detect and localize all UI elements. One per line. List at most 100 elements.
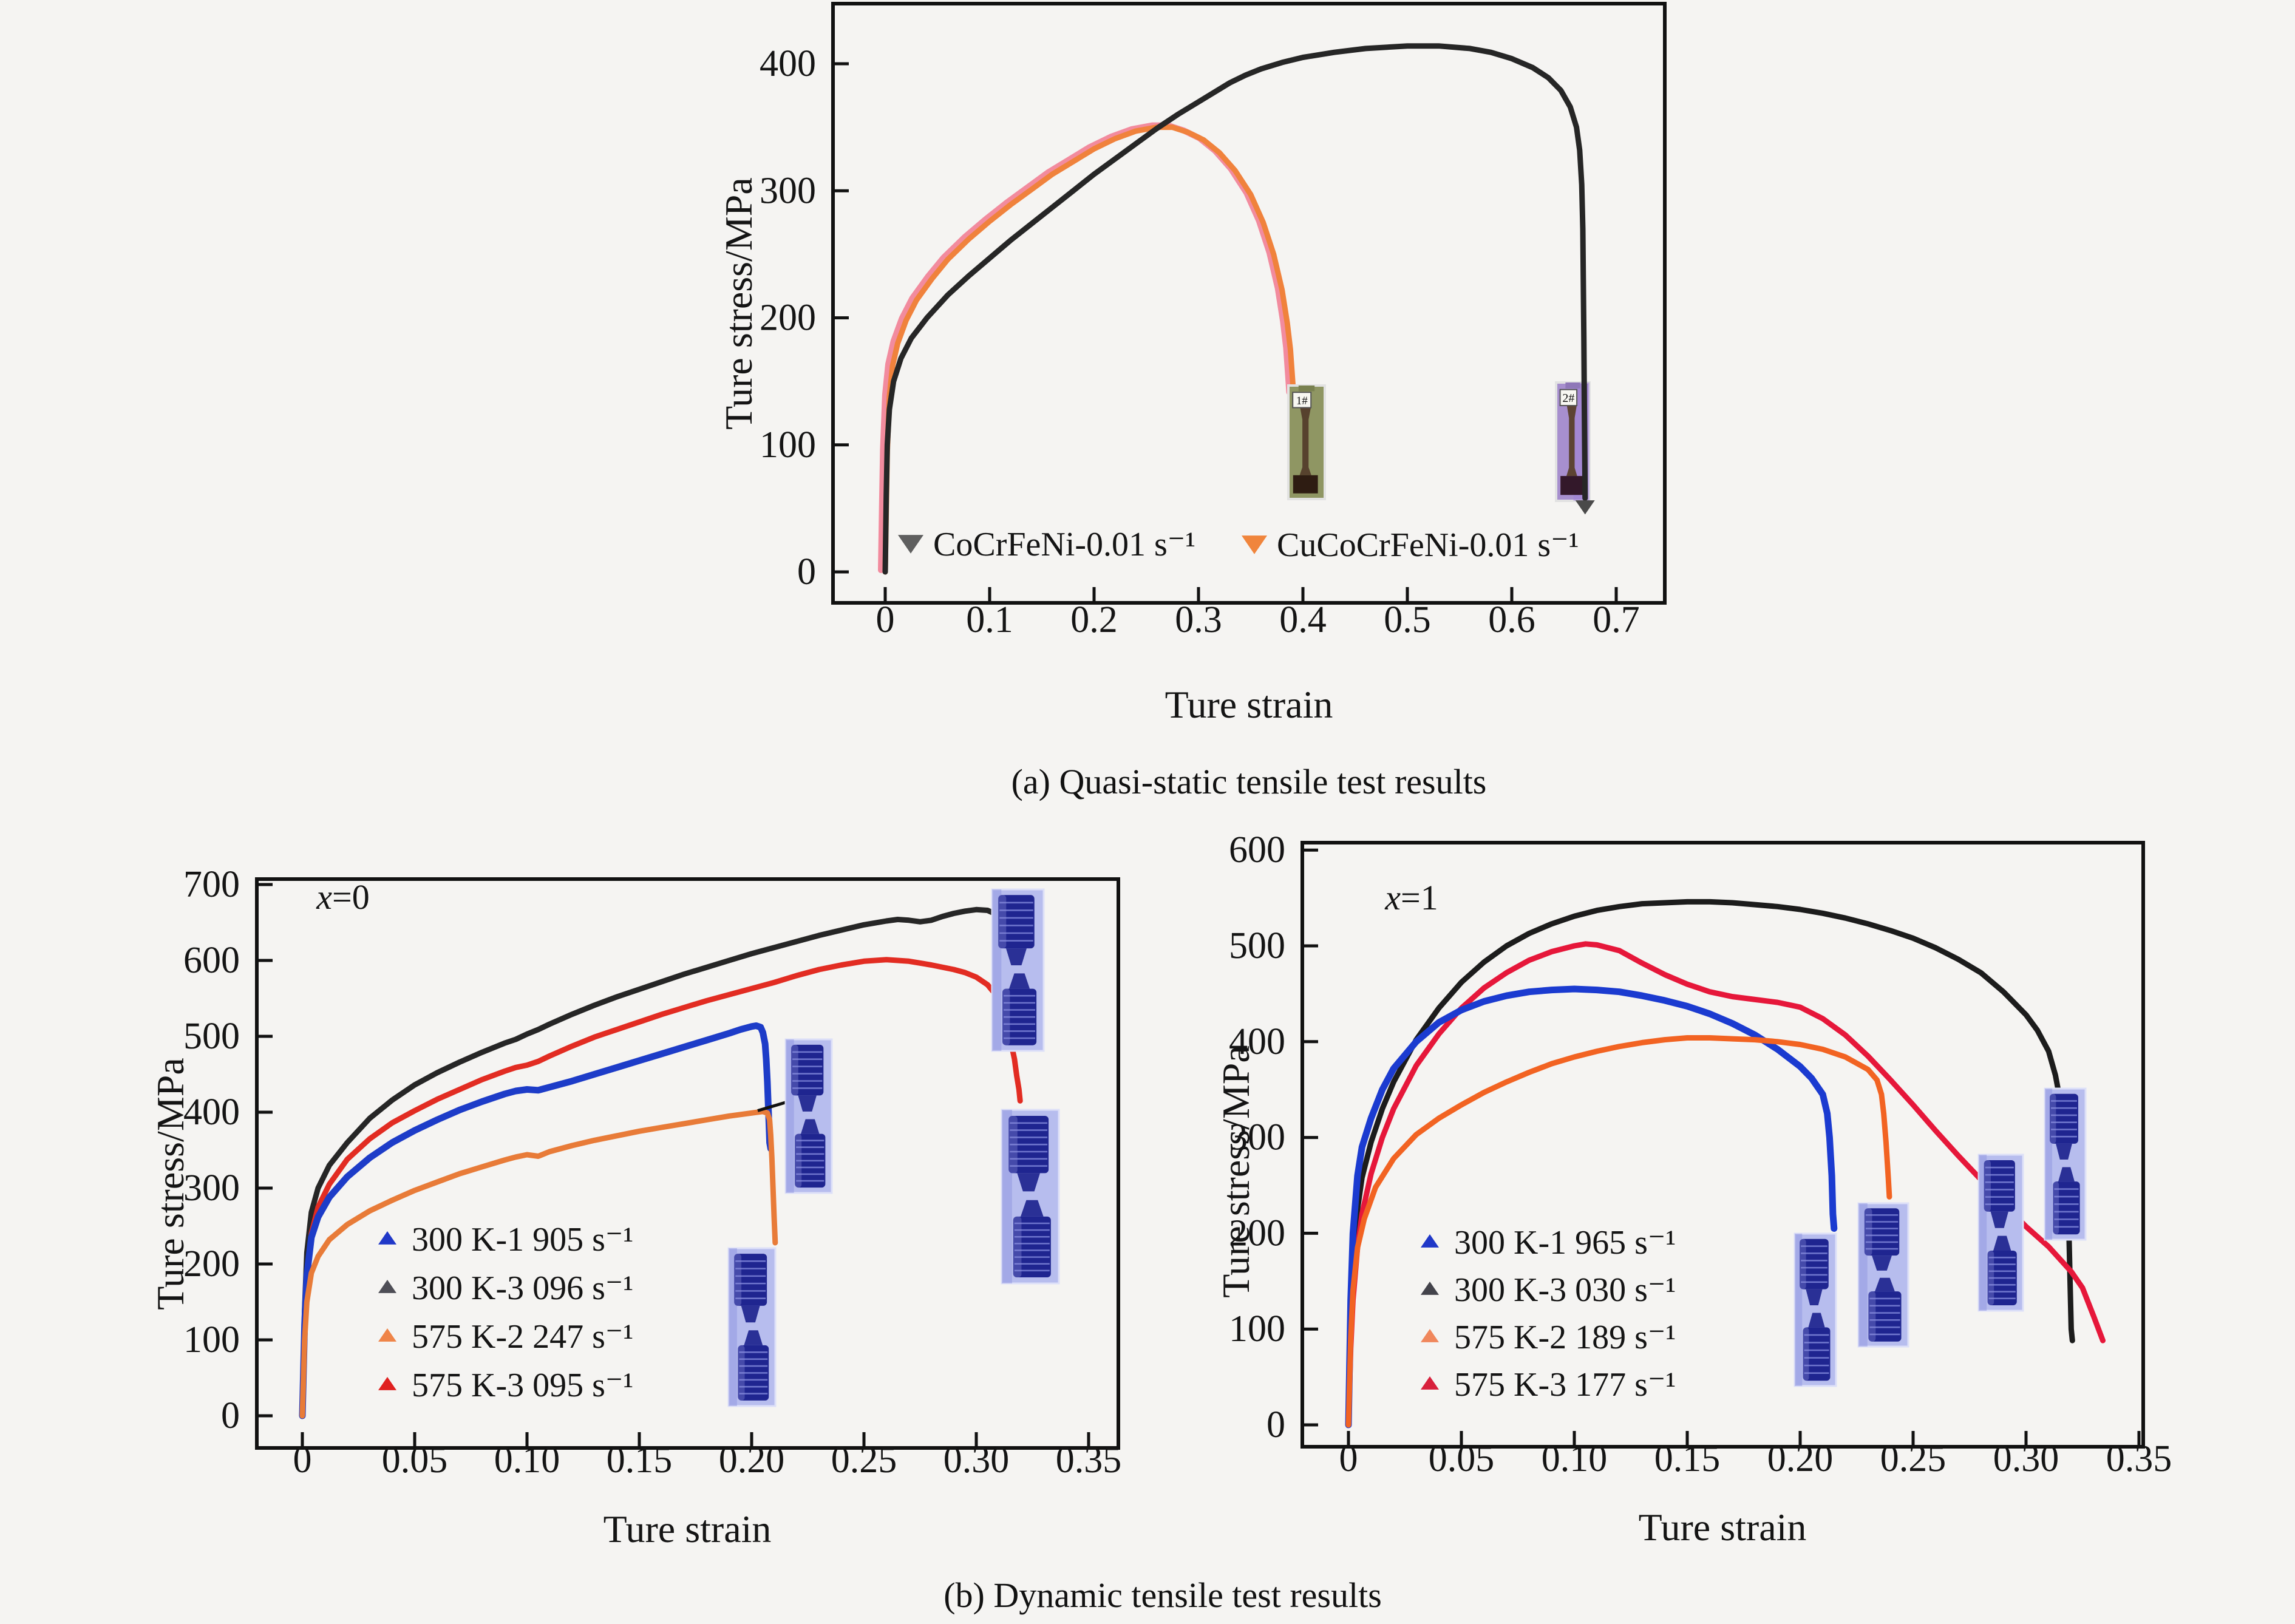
legend: CoCrFeNi-0.01 s⁻¹ CuCoCrFeNi-0.01 s⁻¹ xyxy=(898,526,1579,564)
legend-label: CuCoCrFeNi-0.01 s⁻¹ xyxy=(1277,526,1579,564)
x-tick-label: 0 xyxy=(1339,1438,1358,1480)
y-axis-title: Ture stress/MPa xyxy=(1214,1045,1257,1297)
series-300-k-3-096-s- xyxy=(299,906,1006,1419)
x-tick-label: 0.15 xyxy=(607,1439,673,1481)
y-tick-label: 500 xyxy=(183,1016,240,1057)
legend-marker-up-triangle-icon xyxy=(1421,1234,1439,1248)
axes-frame xyxy=(1300,841,2145,1449)
inset-specimen-photo xyxy=(1977,1153,2024,1312)
x-axis-title: Ture strain xyxy=(1639,1506,1807,1549)
y-axis: 0 100 200 300 400 Ture stress/MPa xyxy=(717,43,849,593)
chart-dynamic-x1: 0 0.05 0.10 0.15 0.20 0.25 0.30 0.35 Ture strain… xyxy=(1214,829,2172,1549)
series-300-k-1-965-s- xyxy=(1345,985,1838,1429)
x-tick-label: 0.05 xyxy=(382,1439,448,1481)
caption-dynamic: (b) Dynamic tensile test results xyxy=(943,1575,1382,1615)
y-tick-label: 300 xyxy=(760,170,816,211)
inset-specimen-photo xyxy=(991,888,1045,1052)
y-tick-label: 0 xyxy=(797,551,816,593)
series-cocrfeni-0-01-s- xyxy=(882,43,1595,575)
axes-frame xyxy=(255,877,1120,1450)
x-axis-title: Ture strain xyxy=(604,1507,772,1551)
y-axis: 0 100 200 300 400 500 600 Ture stress/MPa xyxy=(1214,829,1318,1446)
y-tick-label: 0 xyxy=(1266,1404,1285,1446)
x-tick-label: 0.35 xyxy=(1056,1439,1122,1481)
y-tick-label: 600 xyxy=(183,940,240,981)
y-tick-label: 100 xyxy=(1229,1308,1285,1350)
axes-frame xyxy=(831,2,1667,605)
y-tick-label: 500 xyxy=(1229,925,1285,967)
y-tick-label: 600 xyxy=(1229,829,1285,871)
x-tick-label: 0.6 xyxy=(1488,599,1535,640)
y-tick-label: 200 xyxy=(1229,1212,1285,1254)
inset-specimen-photo: 1# xyxy=(1287,384,1326,500)
x-tick-label: 0.2 xyxy=(1070,599,1118,640)
inset-specimen-photo xyxy=(1001,1109,1060,1285)
chart-quasi-static: 0 0.1 0.2 0.3 0.4 0.5 0.6 0.7 Ture strain 0 100 200… xyxy=(717,2,1667,726)
x-axis: 0 0.05 0.10 0.15 0.20 0.25 0.30 0.35 Ture strain xyxy=(1339,1431,2172,1549)
series-575-k-3-095-s- xyxy=(299,957,1023,1419)
inset-specimen-label: 1# xyxy=(1296,395,1308,407)
x-tick-label: 0.7 xyxy=(1593,599,1640,640)
x-tick-label: 0.5 xyxy=(1384,599,1431,640)
x-tick-label: 0.30 xyxy=(943,1439,1010,1481)
inset-specimen-photo xyxy=(1793,1232,1837,1387)
y-tick-label: 200 xyxy=(183,1243,240,1285)
x-tick-label: 0.10 xyxy=(494,1439,560,1481)
y-tick-label: 200 xyxy=(760,297,816,339)
x-tick-label: 0.20 xyxy=(719,1439,785,1481)
series-575-k-2-247-s- xyxy=(299,1109,778,1419)
legend-marker-up-triangle-icon xyxy=(378,1377,396,1390)
x-tick-label: 0.05 xyxy=(1429,1438,1495,1480)
corner-annotation: x=0 xyxy=(316,877,369,917)
legend-marker-up-triangle-icon xyxy=(1421,1329,1439,1342)
x-tick-label: 0.10 xyxy=(1542,1438,1608,1480)
legend-label: 300 K-3 096 s⁻¹ xyxy=(412,1269,633,1307)
inset-specimen-label: 2# xyxy=(1562,392,1574,405)
legend-marker-down-triangle-icon xyxy=(898,535,923,554)
x-axis-title: Ture strain xyxy=(1165,683,1333,726)
legend-marker-up-triangle-icon xyxy=(1421,1376,1439,1390)
legend-marker-up-triangle-icon xyxy=(378,1280,396,1293)
y-axis: 0 100 200 300 400 500 600 700 Ture stress/MPa xyxy=(149,864,273,1436)
x-tick-label: 0.35 xyxy=(2106,1438,2172,1480)
x-tick-label: 0.25 xyxy=(1880,1438,1946,1480)
legend: 300 K-1 905 s⁻¹ 300 K-3 096 s⁻¹ 575 K-2 24… xyxy=(378,1221,633,1404)
x-tick-label: 0.25 xyxy=(831,1439,897,1481)
y-tick-label: 700 xyxy=(183,864,240,905)
x-axis: 0 0.05 0.10 0.15 0.20 0.25 0.30 0.35 Ture strain xyxy=(293,1432,1122,1551)
y-tick-label: 0 xyxy=(221,1395,240,1436)
legend-label: 575 K-2 247 s⁻¹ xyxy=(412,1318,633,1356)
x-tick-label: 0.4 xyxy=(1279,599,1327,640)
legend-marker-down-triangle-icon xyxy=(1242,535,1267,554)
legend-marker-up-triangle-icon xyxy=(378,1231,396,1245)
y-axis-title: Ture stress/MPa xyxy=(717,177,760,429)
legend: 300 K-1 965 s⁻¹ 300 K-3 030 s⁻¹ 575 K-2 18… xyxy=(1421,1224,1676,1404)
legend-marker-up-triangle-icon xyxy=(378,1328,396,1342)
inset-specimen-photo xyxy=(727,1247,777,1407)
y-tick-label: 400 xyxy=(760,43,816,84)
y-tick-label: 300 xyxy=(183,1167,240,1209)
series-300-k-3-030-s- xyxy=(1345,899,2075,1428)
x-tick-label: 0.20 xyxy=(1767,1438,1834,1480)
y-tick-label: 100 xyxy=(760,424,816,466)
x-tick-label: 0 xyxy=(293,1439,312,1481)
y-tick-label: 100 xyxy=(183,1319,240,1361)
series-300-k-1-905-s- xyxy=(299,1022,774,1419)
chart-dynamic-x0: 0 0.05 0.10 0.15 0.20 0.25 0.30 0.35 Ture strain… xyxy=(149,864,1122,1551)
annotation-line xyxy=(757,1101,786,1112)
inset-specimen-photo xyxy=(2044,1087,2087,1241)
x-tick-label: 0.1 xyxy=(966,599,1013,640)
series-cucocrfeni-0-01-s- xyxy=(878,122,1296,575)
x-tick-label: 0.15 xyxy=(1654,1438,1721,1480)
caption-quasi-static: (a) Quasi-static tensile test results xyxy=(1011,762,1487,801)
legend-label: 300 K-1 965 s⁻¹ xyxy=(1454,1224,1676,1262)
legend-label: 300 K-1 905 s⁻¹ xyxy=(412,1221,633,1259)
x-tick-label: 0.3 xyxy=(1175,599,1222,640)
corner-annotation: x=1 xyxy=(1384,878,1438,917)
y-tick-label: 300 xyxy=(1229,1117,1285,1158)
x-tick-label: 0 xyxy=(876,599,895,640)
legend-label: 575 K-2 189 s⁻¹ xyxy=(1454,1319,1676,1356)
series-575-k-2-189-s- xyxy=(1345,1035,1892,1428)
legend-marker-up-triangle-icon xyxy=(1421,1282,1439,1295)
